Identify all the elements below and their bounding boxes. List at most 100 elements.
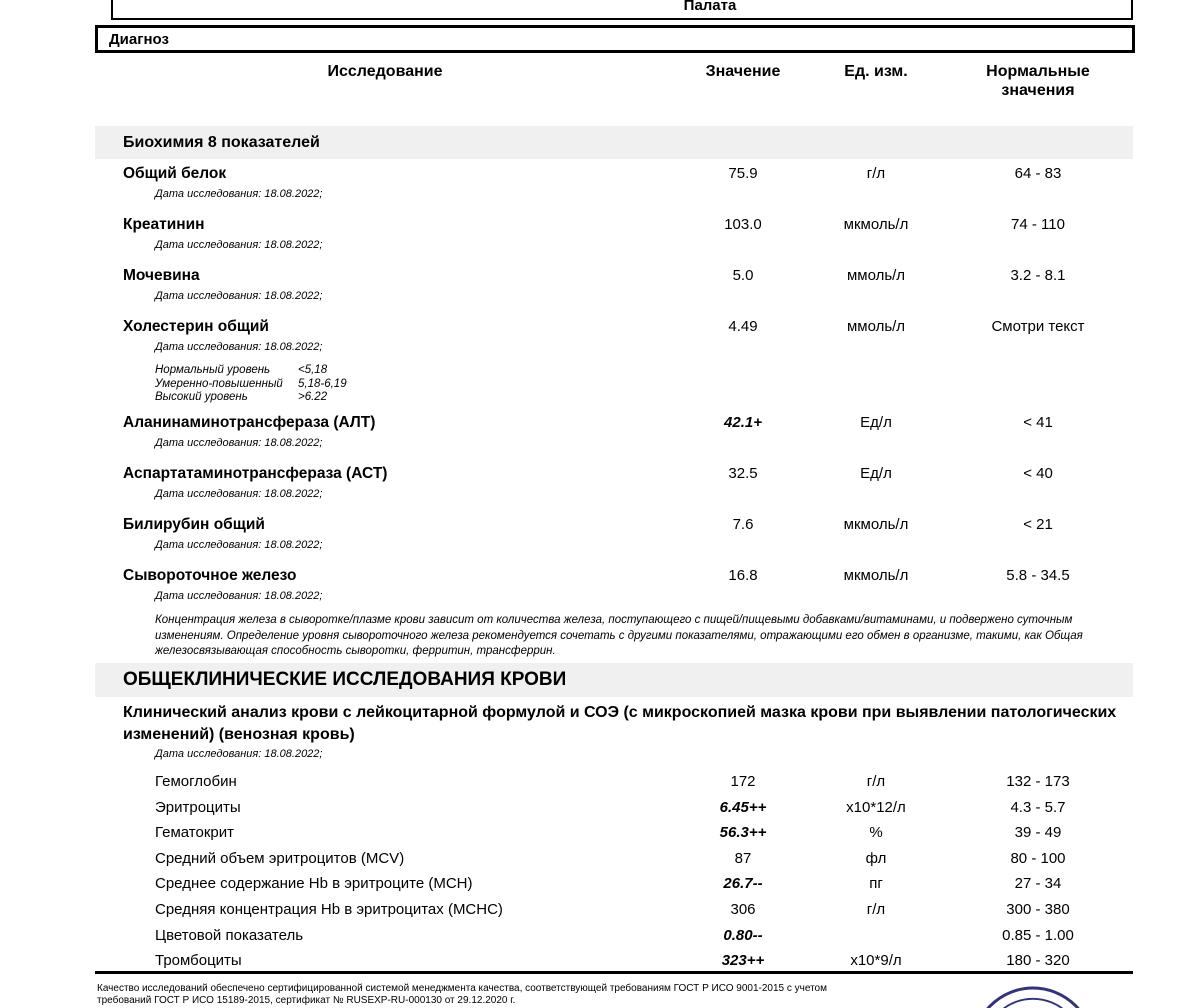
test-name: Сывороточное железо bbox=[123, 567, 297, 584]
cbc-row: Эритроциты 6.45++ х10*12/л 4.3 - 5.7 bbox=[95, 798, 1135, 824]
test-value: 87 bbox=[734, 849, 752, 867]
test-normal-range: 27 - 34 bbox=[1014, 875, 1062, 893]
cbc-row: Среднее содержание Hb в эритроците (MCH)… bbox=[95, 874, 1135, 900]
test-normal-range: 39 - 49 bbox=[1014, 824, 1062, 842]
study-date: Дата исследования: 18.08.2022; bbox=[155, 188, 323, 200]
section-title-biochemistry: Биохимия 8 показателей bbox=[123, 134, 320, 151]
test-name: Средний объем эритроцитов (MCV) bbox=[155, 849, 405, 867]
cholesterol-levels-note: Нормальный уровень <5,18 Умеренно-повышенн… bbox=[95, 364, 1135, 405]
cbc-row: Гематокрит 56.3++% 39 - 49 bbox=[95, 823, 1135, 849]
test-normal-range: 4.3 - 5.7 bbox=[1010, 798, 1066, 816]
ward-box: Палата bbox=[111, 0, 1133, 20]
test-unit: х10*9/л bbox=[850, 952, 902, 970]
cbc-row: Тромбоциты 323++ х10*9/л 180 - 320 bbox=[95, 951, 1135, 977]
footer-line-1: Качество исследований обеспечено сертифи… bbox=[97, 983, 827, 994]
study-date: Дата исследования: 18.08.2022; bbox=[155, 239, 323, 251]
study-date: Дата исследования: 18.08.2022; bbox=[155, 539, 323, 551]
section-band-biochemistry: Биохимия 8 показателей bbox=[95, 126, 1133, 159]
level-label: Высокий уровень bbox=[155, 391, 248, 403]
test-name: Общий белок bbox=[123, 165, 227, 182]
test-normal-range: 132 - 173 bbox=[1006, 773, 1070, 790]
test-value: 16.8 bbox=[728, 567, 758, 584]
test-normal-range: 64 - 83 bbox=[1014, 165, 1062, 182]
test-normal-range: 5.8 - 34.5 bbox=[1006, 567, 1070, 584]
level-value: <5,18 bbox=[298, 364, 328, 376]
cbc-row: Средний объем эритроцитов (MCV) 87 фл 80 - … bbox=[95, 849, 1135, 875]
level-label: Нормальный уровень bbox=[155, 364, 271, 376]
test-unit: ммоль/л bbox=[846, 318, 906, 335]
level-line: Высокий уровень >6.22 bbox=[155, 391, 1135, 405]
test-value: 42.1+ bbox=[724, 414, 762, 431]
test-unit: Ед/л bbox=[860, 465, 892, 482]
section-band-cbc: ОБЩЕКЛИНИЧЕСКИЕ ИССЛЕДОВАНИЯ КРОВИ bbox=[95, 663, 1133, 697]
test-name: Аспартатаминотрансфераза (АСТ) bbox=[123, 465, 388, 482]
test-value: 32.5 bbox=[728, 465, 758, 482]
test-unit: мкмоль/л bbox=[843, 516, 909, 533]
level-label: Умеренно-повышенный bbox=[155, 377, 283, 390]
test-normal-range: 74 - 110 bbox=[1011, 216, 1065, 233]
test-value: 306 bbox=[730, 900, 756, 918]
biochem-row: Аспартатаминотрансфераза (АСТ) 32.5 Ед/л < … bbox=[95, 461, 1135, 512]
level-value: >6.22 bbox=[298, 391, 328, 403]
cbc-rows: Гемоглобин 172 г/л 132 - 173 Эритроциты 6.45+… bbox=[95, 772, 1135, 977]
column-header-normal: Нормальные значения bbox=[986, 63, 1090, 99]
test-value: 103.0 bbox=[724, 216, 762, 233]
biochem-row: Общий белок 75.9 г/л 64 - 83 Дата исследован… bbox=[95, 161, 1135, 212]
footer-line-2: требований ГОСТ Р ИСО 15189-2015, сертиф… bbox=[97, 994, 516, 1006]
test-name: Гематокрит bbox=[155, 824, 234, 842]
study-date: Дата исследования: 18.08.2022; bbox=[155, 341, 323, 353]
study-date: Дата исследования: 18.08.2022; bbox=[155, 290, 323, 302]
test-name: Билирубин общий bbox=[123, 516, 265, 533]
test-normal-range: < 41 bbox=[1023, 414, 1053, 431]
column-header-value: Значение bbox=[705, 63, 781, 80]
test-unit: ммоль/л bbox=[846, 267, 906, 284]
study-date: Дата исследования: 18.08.2022; bbox=[155, 488, 323, 500]
test-unit: Ед/л bbox=[860, 414, 892, 431]
test-value: 6.45++ bbox=[719, 798, 767, 816]
test-unit: г/л bbox=[866, 900, 886, 918]
study-date: Дата исследования: 18.08.2022; bbox=[155, 590, 323, 602]
section-title-cbc: ОБЩЕКЛИНИЧЕСКИЕ ИССЛЕДОВАНИЯ КРОВИ bbox=[123, 669, 567, 690]
table-column-headers: Исследование Значение Ед. изм. Нормальны… bbox=[95, 62, 1135, 100]
test-value: 5.0 bbox=[732, 267, 754, 284]
level-line: Нормальный уровень <5,18 bbox=[155, 364, 1135, 378]
biochem-row: Холестерин общий 4.49 ммоль/л Смотри текст Д… bbox=[95, 314, 1135, 410]
biochem-row: Сывороточное железо 16.8 мкмоль/л 5.8 - 34.… bbox=[95, 563, 1135, 660]
column-header-test: Исследование bbox=[327, 63, 443, 80]
study-date: Дата исследования: 18.08.2022; bbox=[155, 437, 323, 449]
test-value: 0.80-- bbox=[723, 926, 763, 944]
test-name: Гемоглобин bbox=[155, 773, 237, 790]
test-value: 26.7-- bbox=[723, 875, 763, 893]
cbc-section: Клинический анализ крови с лейкоцитарной… bbox=[95, 702, 1135, 977]
test-value: 4.49 bbox=[728, 318, 758, 335]
test-name: Эритроциты bbox=[155, 798, 241, 816]
cbc-row: Гемоглобин 172 г/л 132 - 173 bbox=[95, 772, 1135, 798]
test-unit: пг bbox=[869, 875, 883, 893]
test-unit bbox=[811, 926, 941, 952]
test-value: 7.6 bbox=[732, 516, 754, 533]
cbc-row: Цветовой показатель 0.80-- 0.85 - 1.00 bbox=[95, 926, 1135, 952]
test-normal-range: Смотри текст bbox=[991, 318, 1085, 335]
test-unit: г/л bbox=[866, 773, 886, 790]
test-value: 323++ bbox=[721, 952, 765, 970]
test-normal-range: 180 - 320 bbox=[1006, 952, 1070, 970]
test-value: 56.3++ bbox=[719, 824, 767, 842]
iron-footnote: Концентрация железа в сыворотке/плазме к… bbox=[155, 614, 1083, 657]
test-unit: мкмоль/л bbox=[843, 567, 909, 584]
test-normal-range: 300 - 380 bbox=[1006, 900, 1070, 918]
test-unit: х10*12/л bbox=[846, 798, 906, 816]
level-value: 5,18-6,19 bbox=[298, 377, 347, 390]
test-unit: мкмоль/л bbox=[843, 216, 909, 233]
test-unit: % bbox=[869, 824, 883, 842]
cbc-panel-title: Клинический анализ крови с лейкоцитарной… bbox=[123, 704, 1117, 743]
column-header-units: Ед. изм. bbox=[844, 63, 908, 80]
diagnosis-box: Диагноз bbox=[95, 25, 1135, 53]
biochem-row: Аланинаминотрансфераза (АЛТ) 42.1+ Ед/л < 4… bbox=[95, 410, 1135, 461]
biochem-row: Мочевина 5.0 ммоль/л 3.2 - 8.1 Дата исследов… bbox=[95, 263, 1135, 314]
test-name: Креатинин bbox=[123, 216, 205, 233]
test-name: Средняя концентрация Hb в эритроцитах (M… bbox=[155, 900, 503, 918]
test-name: Тромбоциты bbox=[155, 952, 242, 970]
test-normal-range: 0.85 - 1.00 bbox=[1002, 926, 1074, 944]
test-name: Аланинаминотрансфераза (АЛТ) bbox=[123, 414, 376, 431]
